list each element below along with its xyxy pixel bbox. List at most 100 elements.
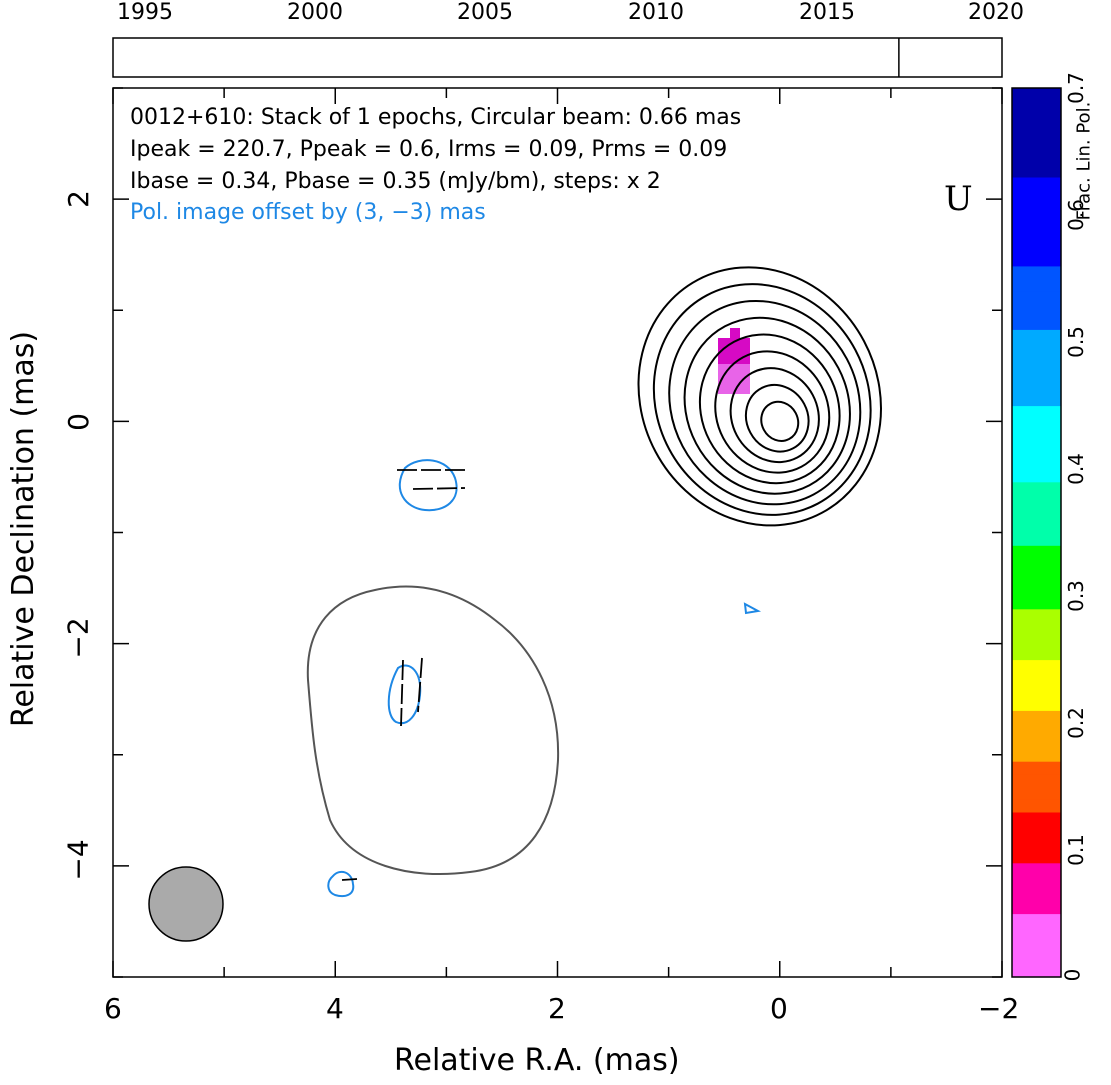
colorbar-segment (1012, 405, 1061, 419)
colorbar-segment (1012, 138, 1061, 153)
pol-contour-lower (327, 870, 355, 898)
colorbar-segment (1012, 519, 1061, 534)
colorbar-tick-0.7: 0.7 (1063, 72, 1088, 104)
colorbar-tick-0.3: 0.3 (1063, 580, 1088, 612)
x-tick-label-4: 4 (326, 992, 344, 1025)
band-label: U (944, 179, 973, 219)
colorbar-segment (1012, 88, 1061, 102)
colorbar-segment (1012, 938, 1061, 953)
colorbar-segment (1012, 126, 1061, 140)
colorbar-segment (1012, 354, 1061, 368)
colorbar-segment (1012, 634, 1061, 648)
colorbar-segment (1012, 710, 1061, 724)
pol-contour-upper (398, 459, 458, 512)
colorbar-segment (1012, 837, 1061, 851)
colorbar-segment (1012, 900, 1061, 915)
colorbar-segment (1012, 570, 1061, 584)
pol-fraction-patch (718, 328, 750, 394)
pol-contours (327, 459, 762, 898)
colorbar-segment (1012, 265, 1061, 280)
header-line-2: Ipeak = 220.7, Ppeak = 0.6, Irms = 0.09,… (130, 137, 728, 162)
stokes-i-contour-level (652, 283, 872, 516)
evpa-vectors (341, 469, 466, 881)
colorbar-segment (1012, 735, 1061, 749)
timeline-label-2010: 2010 (628, 0, 684, 25)
colorbar-segment (1012, 456, 1061, 470)
stokes-i-contour-level (668, 299, 862, 506)
timeline-label-2000: 2000 (287, 0, 343, 25)
colorbar-segment (1012, 176, 1061, 191)
colorbar-segment (1012, 799, 1061, 813)
timeline-label-2020: 2020 (968, 0, 1024, 25)
x-tick-label-0: 0 (770, 992, 788, 1025)
colorbar-segment (1012, 811, 1061, 826)
colorbar-segment (1012, 418, 1061, 432)
stokes-i-contour-level (744, 383, 810, 453)
y-tick-label-2: 2 (61, 190, 95, 208)
colorbar-segment (1012, 240, 1061, 254)
colorbar-segment (1012, 697, 1061, 711)
colorbar-segment (1012, 494, 1061, 508)
colorbar-segment (1012, 151, 1061, 165)
colorbar-segment (1012, 380, 1061, 394)
stokes-i-contour-level (714, 350, 831, 474)
colorbar-tick-0.5: 0.5 (1063, 326, 1088, 358)
y-tick-label-neg2: −2 (61, 617, 95, 659)
x-tick-label-neg2: −2 (978, 992, 1020, 1025)
timeline-label-2015: 2015 (799, 0, 855, 25)
colorbar-segment (1012, 824, 1061, 838)
colorbar-segment (1012, 684, 1061, 699)
colorbar-segment (1012, 748, 1061, 762)
colorbar-label: Frac. Lin. Pol. (1073, 101, 1095, 221)
colorbar-segment (1012, 888, 1061, 902)
pol-contour-small (743, 602, 762, 615)
colorbar-segment (1012, 557, 1061, 572)
colorbar-segment (1012, 164, 1061, 178)
colorbar-segment (1012, 316, 1061, 330)
colorbar-segment (1012, 443, 1061, 457)
colorbar-segment (1012, 367, 1061, 381)
colorbar-segment (1012, 723, 1061, 737)
colorbar-segment (1012, 646, 1061, 661)
timeline (112, 37, 1003, 78)
colorbar-segment (1012, 481, 1061, 495)
colorbar-segment (1012, 113, 1061, 127)
stokes-i-contours (637, 266, 882, 527)
colorbar-segment (1012, 659, 1061, 673)
colorbar (1012, 88, 1061, 978)
colorbar-segment (1012, 951, 1061, 965)
colorbar-segment (1012, 596, 1061, 610)
stokes-i-contour-level (698, 333, 841, 485)
colorbar-segment (1012, 926, 1061, 940)
colorbar-tick-0.2: 0.2 (1063, 707, 1088, 739)
x-tick-label-2: 2 (548, 992, 566, 1025)
colorbar-segment (1012, 392, 1061, 407)
y-axis-label: Relative Declination (mas) (6, 330, 41, 728)
colorbar-segment (1012, 583, 1061, 597)
colorbar-segment (1012, 430, 1061, 445)
axis-ticks (112, 87, 1003, 978)
colorbar-segment (1012, 532, 1061, 546)
colorbar-segment (1012, 100, 1061, 114)
colorbar-segment (1012, 189, 1061, 203)
colorbar-segment (1012, 278, 1061, 292)
colorbar-segment (1012, 507, 1061, 521)
colorbar-segment (1012, 253, 1061, 267)
stokes-i-contour-level (760, 400, 800, 442)
pol-contour-middle (387, 664, 422, 725)
colorbar-segment (1012, 964, 1061, 978)
header-line-1: 0012+610: Stack of 1 epochs, Circular be… (130, 105, 742, 130)
colorbar-segment (1012, 215, 1061, 229)
colorbar-segment (1012, 773, 1061, 788)
x-axis-label: Relative R.A. (mas) (394, 1043, 680, 1078)
colorbar-segment (1012, 761, 1061, 775)
colorbar-segment (1012, 342, 1061, 356)
stokes-i-contour-level (637, 266, 882, 527)
colorbar-segment (1012, 608, 1061, 622)
beam-ellipse (148, 866, 224, 942)
y-tick-label-0: 0 (61, 413, 95, 431)
colorbar-segment (1012, 621, 1061, 635)
timeline-label-2005: 2005 (457, 0, 513, 25)
pol-offset-note: Pol. image offset by (3, −3) mas (130, 200, 486, 225)
